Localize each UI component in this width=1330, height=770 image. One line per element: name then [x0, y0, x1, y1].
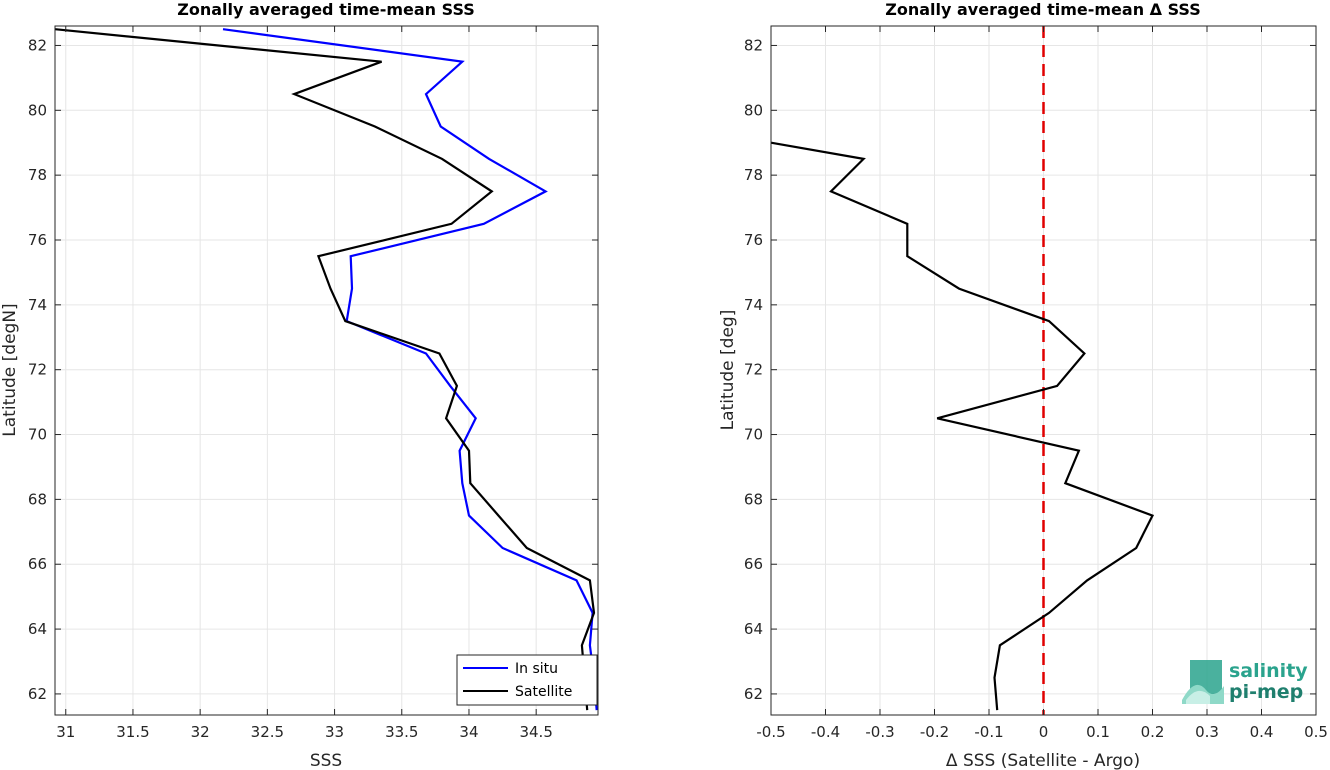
- legend-label-satellite: Satellite: [515, 684, 572, 700]
- delta-ytick-label: 82: [744, 36, 763, 54]
- delta-ytick-label: 76: [744, 231, 763, 249]
- sss-ytick-label: 80: [28, 101, 47, 119]
- sss-ytick-label: 72: [28, 361, 47, 379]
- delta-lines: [770, 26, 1155, 715]
- delta-xtick-label: 0.2: [1141, 723, 1165, 741]
- delta-xtick-label: 0.3: [1195, 723, 1219, 741]
- sss-ytick-label: 78: [28, 166, 47, 184]
- logo-line2: pi-mep: [1229, 681, 1303, 703]
- delta-title: Zonally averaged time-mean Δ SSS: [885, 0, 1201, 19]
- sss-xtick-label: 31: [56, 723, 75, 741]
- sss-xtick-label: 34.5: [519, 723, 552, 741]
- sss-grid: [55, 26, 598, 715]
- delta-xtick-label: -0.2: [920, 723, 949, 741]
- delta-ytick-label: 72: [744, 361, 763, 379]
- sss-xtick-label: 32.5: [251, 723, 284, 741]
- sss-xtick-label: 34: [459, 723, 478, 741]
- delta-ytick-label: 80: [744, 101, 763, 119]
- sss-ticks: 31 31.5 32 32.5 33 33.5 34 34.5 62 64 66 68 70 72 74 76…: [28, 26, 598, 741]
- legend-box: [456, 654, 598, 706]
- delta-ytick-label: 66: [744, 555, 763, 573]
- logo-wave2-icon: [1186, 690, 1210, 704]
- sss-xtick-label: 32: [191, 723, 210, 741]
- sss-xtick-label: 33: [325, 723, 344, 741]
- sss-line-satellite: [54, 28, 596, 711]
- sss-xlabel: SSS: [310, 751, 342, 770]
- delta-ticks: -0.5 -0.4 -0.3 -0.2 -0.1 0 0.1 0.2 0.3 0.4 0.5 62 64…: [744, 26, 1328, 741]
- delta-ytick-label: 78: [744, 166, 763, 184]
- sss-xtick-label: 33.5: [385, 723, 418, 741]
- delta-xlabel: Δ SSS (Satellite - Argo): [946, 751, 1140, 770]
- delta-xtick-label: 0: [1039, 723, 1049, 741]
- delta-ytick-label: 70: [744, 426, 763, 444]
- sss-ytick-label: 70: [28, 426, 47, 444]
- salinity-pi-mep-logo: salinity pi-mep: [1182, 660, 1308, 704]
- delta-ytick-label: 64: [744, 620, 763, 638]
- delta-ytick-label: 68: [744, 490, 763, 508]
- sss-panel: 31 31.5 32 32.5 33 33.5 34 34.5 62 64 66 68 70 72 74 76…: [0, 0, 599, 770]
- delta-xtick-label: -0.4: [811, 723, 840, 741]
- sss-axes-box: [54, 25, 599, 716]
- legend-label-in-situ: In situ: [515, 661, 558, 677]
- sss-ytick-label: 66: [28, 555, 47, 573]
- delta-sss-panel: -0.5 -0.4 -0.3 -0.2 -0.1 0 0.1 0.2 0.3 0.4 0.5 62 64…: [718, 0, 1328, 770]
- sss-plot-area: [55, 26, 598, 715]
- sss-xtick-label: 31.5: [116, 723, 149, 741]
- delta-ylabel: Latitude [deg]: [718, 310, 738, 431]
- sss-lines: [54, 28, 598, 711]
- delta-line-series-0: [770, 141, 1155, 711]
- delta-xtick-label: -0.5: [756, 723, 785, 741]
- sss-title: Zonally averaged time-mean SSS: [177, 0, 475, 19]
- delta-xtick-label: 0.4: [1250, 723, 1274, 741]
- sss-ytick-label: 76: [28, 231, 47, 249]
- delta-ytick-label: 74: [744, 296, 763, 314]
- sss-ytick-label: 64: [28, 620, 47, 638]
- delta-xtick-label: 0.1: [1086, 723, 1110, 741]
- delta-ytick-label: 62: [744, 685, 763, 703]
- sss-ylabel: Latitude [degN]: [0, 303, 20, 436]
- delta-xtick-label: 0.5: [1304, 723, 1328, 741]
- logo-line1: salinity: [1229, 660, 1308, 682]
- sss-ytick-label: 68: [28, 490, 47, 508]
- sss-ytick-label: 62: [28, 685, 47, 703]
- legend: In situ Satellite: [456, 654, 598, 706]
- delta-xtick-label: -0.1: [974, 723, 1003, 741]
- sss-ytick-label: 82: [28, 36, 47, 54]
- sss-line-in-situ: [222, 28, 598, 711]
- delta-xtick-label: -0.3: [865, 723, 894, 741]
- sss-ytick-label: 74: [28, 296, 47, 314]
